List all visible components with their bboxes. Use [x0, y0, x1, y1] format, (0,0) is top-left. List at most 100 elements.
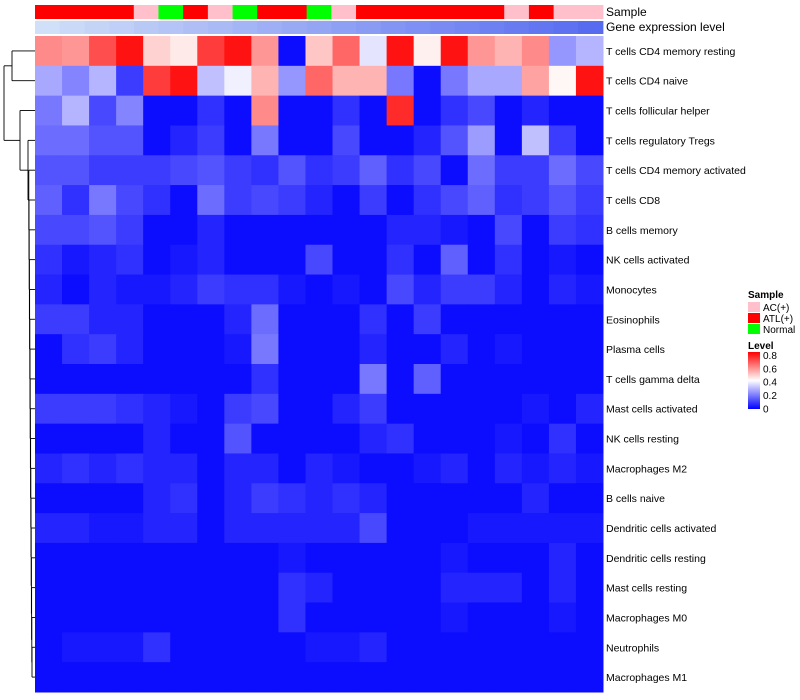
- heatmap-cell: [440, 572, 469, 604]
- heatmap-cell: [89, 334, 117, 365]
- heatmap-cell: [251, 662, 279, 693]
- heatmap-cell: [251, 65, 279, 97]
- heatmap-cell: [467, 572, 496, 604]
- heatmap-cell: [359, 244, 388, 276]
- heatmap-cells: [35, 36, 604, 693]
- heatmap-cell: [143, 155, 171, 186]
- heatmap-cell: [278, 483, 306, 514]
- heatmap-cell: [332, 542, 361, 574]
- heatmap-cell: [278, 155, 306, 186]
- sample-annotation-cell: [504, 5, 530, 19]
- heatmap-cell: [89, 185, 117, 216]
- heatmap-cell: [305, 155, 334, 186]
- level-legend-title: Level: [748, 341, 774, 352]
- level-annotation-cell: [109, 21, 135, 34]
- heatmap-cell: [170, 214, 198, 246]
- heatmap-cell: [35, 662, 63, 693]
- heatmap-cell: [116, 304, 144, 335]
- heatmap-cell: [143, 513, 171, 544]
- heatmap-cell: [494, 632, 523, 663]
- heatmap-cell: [305, 602, 334, 633]
- heatmap-cell: [494, 572, 523, 604]
- row-label: Macrophages M0: [606, 612, 687, 624]
- heatmap-cell: [143, 602, 171, 633]
- heatmap-cell: [575, 214, 604, 246]
- heatmap-cell: [224, 304, 252, 335]
- heatmap-cell: [467, 542, 496, 574]
- heatmap-cell: [494, 125, 523, 156]
- row-label: Eosinophils: [606, 314, 660, 326]
- heatmap-cell: [575, 572, 604, 604]
- heatmap-cell: [278, 423, 306, 454]
- row-label: Macrophages M1: [606, 672, 687, 684]
- heatmap-cell: [170, 304, 198, 335]
- heatmap-cell: [413, 214, 442, 246]
- heatmap-cell: [170, 244, 198, 276]
- heatmap-cell: [494, 185, 523, 216]
- heatmap-cell: [467, 423, 496, 454]
- heatmap-cell: [305, 513, 334, 544]
- heatmap-cell: [62, 602, 90, 633]
- heatmap-cell: [35, 155, 63, 186]
- heatmap-cell: [575, 95, 604, 126]
- sample-annotation-cell: [59, 5, 85, 19]
- heatmap-cell: [170, 632, 198, 663]
- heatmap-cell: [116, 572, 144, 604]
- heatmap-cell: [278, 334, 306, 365]
- heatmap-cell: [467, 125, 496, 156]
- row-label: NK cells resting: [606, 434, 679, 446]
- row-label: Mast cells activated: [606, 404, 698, 416]
- heatmap-cell: [116, 36, 144, 67]
- heatmap-cell: [332, 36, 361, 67]
- heatmap-cell: [332, 513, 361, 544]
- heatmap-cell: [359, 572, 388, 604]
- heatmap-cell: [143, 393, 171, 425]
- heatmap-cell: [467, 364, 496, 395]
- heatmap-cell: [278, 304, 306, 335]
- heatmap-cell: [521, 513, 550, 544]
- heatmap-cell: [575, 364, 604, 395]
- heatmap-cell: [197, 483, 225, 514]
- heatmap-cell: [494, 155, 523, 186]
- heatmap-cell: [224, 542, 252, 574]
- heatmap-cell: [359, 334, 388, 365]
- heatmap-cell: [143, 36, 171, 67]
- heatmap-cell: [143, 274, 171, 305]
- heatmap-cell: [359, 304, 388, 335]
- heatmap-cell: [575, 185, 604, 216]
- heatmap-cell: [386, 95, 415, 126]
- heatmap-cell: [89, 393, 117, 425]
- level-annotation-cell: [207, 21, 233, 34]
- heatmap-cell: [413, 185, 442, 216]
- sample-legend-swatch: [748, 324, 760, 334]
- heatmap-cell: [494, 393, 523, 425]
- heatmap-cell: [548, 513, 577, 544]
- heatmap-cell: [575, 513, 604, 544]
- heatmap-cell: [548, 36, 577, 67]
- heatmap-cell: [386, 572, 415, 604]
- heatmap-cell: [143, 572, 171, 604]
- heatmap-cell: [143, 423, 171, 454]
- heatmap-cell: [197, 513, 225, 544]
- heatmap-cell: [332, 334, 361, 365]
- heatmap-cell: [197, 602, 225, 633]
- heatmap-cell: [305, 244, 334, 276]
- heatmap-cell: [116, 214, 144, 246]
- heatmap-cell: [521, 155, 550, 186]
- heatmap-cell: [359, 95, 388, 126]
- heatmap-cell: [89, 453, 117, 484]
- heatmap-cell: [197, 95, 225, 126]
- row-label: T cells CD4 naive: [606, 76, 688, 88]
- row-label: Dendritic cells activated: [606, 523, 716, 535]
- heatmap-cell: [413, 125, 442, 156]
- heatmap-cell: [35, 304, 63, 335]
- heatmap-cell: [332, 662, 361, 693]
- sample-legend-label: AC(+): [763, 303, 789, 314]
- heatmap-cell: [224, 572, 252, 604]
- heatmap-cell: [62, 274, 90, 305]
- heatmap-cell: [251, 602, 279, 633]
- heatmap-cell: [386, 513, 415, 544]
- heatmap-cell: [143, 214, 171, 246]
- heatmap-cell: [62, 334, 90, 365]
- heatmap-cell: [278, 274, 306, 305]
